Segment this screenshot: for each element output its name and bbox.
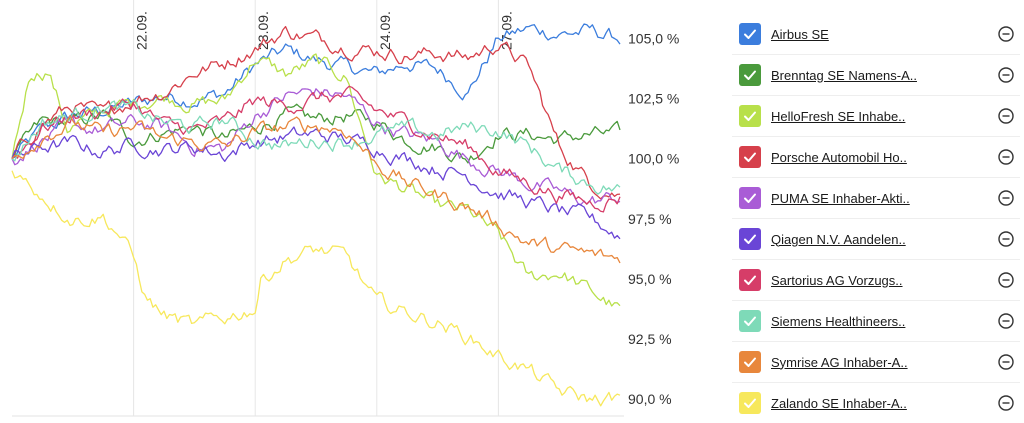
checkmark-icon: [744, 398, 756, 408]
y-tick-label: 105,0 %: [628, 30, 679, 46]
remove-circle-icon[interactable]: [998, 231, 1014, 247]
legend-label[interactable]: Symrise AG Inhaber-A..: [771, 354, 908, 370]
series-line-5: [11, 88, 621, 205]
remove-circle-icon[interactable]: [998, 26, 1014, 42]
y-tick-label: 102,5 %: [628, 91, 679, 107]
legend-checkbox[interactable]: [739, 351, 761, 373]
legend-checkbox[interactable]: [739, 310, 761, 332]
legend-label[interactable]: Brenntag SE Namens-A..: [771, 67, 917, 83]
date-label: 24.09.: [377, 11, 393, 50]
remove-circle-icon[interactable]: [998, 272, 1014, 288]
series-line-7: [11, 85, 621, 213]
legend-label[interactable]: Siemens Healthineers..: [771, 313, 906, 329]
legend-item: PUMA SE Inhaber-Akti..: [732, 178, 1020, 219]
series-line-8: [11, 99, 621, 195]
legend: Airbus SE Brenntag SE Namens-A.. HelloFres…: [732, 14, 1020, 423]
series-line-6: [11, 126, 621, 240]
legend-item: Siemens Healthineers..: [732, 301, 1020, 342]
y-tick-label: 95,0 %: [628, 271, 672, 287]
legend-label[interactable]: Qiagen N.V. Aandelen..: [771, 231, 906, 247]
series-line-10: [11, 170, 621, 407]
legend-label[interactable]: Airbus SE: [771, 26, 829, 42]
checkmark-icon: [744, 275, 756, 285]
checkmark-icon: [744, 357, 756, 367]
legend-item: Qiagen N.V. Aandelen..: [732, 219, 1020, 260]
legend-checkbox[interactable]: [739, 23, 761, 45]
legend-checkbox[interactable]: [739, 228, 761, 250]
legend-label[interactable]: HelloFresh SE Inhabe..: [771, 108, 906, 124]
legend-checkbox[interactable]: [739, 64, 761, 86]
legend-item: Brenntag SE Namens-A..: [732, 55, 1020, 96]
checkmark-icon: [744, 193, 756, 203]
series-line-3: [11, 53, 621, 307]
legend-item: Symrise AG Inhaber-A..: [732, 342, 1020, 383]
y-tick-label: 90,0 %: [628, 391, 672, 407]
legend-label[interactable]: Porsche Automobil Ho..: [771, 149, 907, 165]
legend-checkbox[interactable]: [739, 146, 761, 168]
legend-item: Porsche Automobil Ho..: [732, 137, 1020, 178]
legend-label[interactable]: PUMA SE Inhaber-Akti..: [771, 190, 910, 206]
date-label: 22.09.: [134, 11, 150, 50]
checkmark-icon: [744, 29, 756, 39]
remove-circle-icon[interactable]: [998, 190, 1014, 206]
legend-checkbox[interactable]: [739, 392, 761, 414]
date-label: 23.09.: [255, 11, 271, 50]
series-line-4: [11, 25, 621, 200]
checkmark-icon: [744, 111, 756, 121]
remove-circle-icon[interactable]: [998, 313, 1014, 329]
y-axis: 105,0 % 102,5 % 100,0 % 97,5 % 95,0 % 92,5 % 9…: [628, 30, 679, 407]
remove-circle-icon[interactable]: [998, 108, 1014, 124]
remove-circle-icon[interactable]: [998, 395, 1014, 411]
legend-item: HelloFresh SE Inhabe..: [732, 96, 1020, 137]
remove-circle-icon[interactable]: [998, 67, 1014, 83]
legend-item: Airbus SE: [732, 14, 1020, 55]
legend-checkbox[interactable]: [739, 105, 761, 127]
checkmark-icon: [744, 152, 756, 162]
legend-item: Sartorius AG Vorzugs..: [732, 260, 1020, 301]
checkmark-icon: [744, 234, 756, 244]
y-tick-label: 100,0 %: [628, 151, 679, 167]
legend-checkbox[interactable]: [739, 269, 761, 291]
remove-circle-icon[interactable]: [998, 149, 1014, 165]
y-tick-label: 92,5 %: [628, 331, 672, 347]
legend-item: Zalando SE Inhaber-A..: [732, 383, 1020, 423]
performance-line-chart: 22.09. 23.09. 24.09. 27.09. 105,0 %102,5 %1…: [11, 0, 679, 417]
y-tick-label: 97,5 %: [628, 211, 672, 227]
checkmark-icon: [744, 70, 756, 80]
legend-label[interactable]: Sartorius AG Vorzugs..: [771, 272, 903, 288]
series-line-1: [11, 23, 621, 160]
legend-label[interactable]: Zalando SE Inhaber-A..: [771, 395, 907, 411]
checkmark-icon: [744, 316, 756, 326]
series-lines: [11, 23, 621, 407]
legend-checkbox[interactable]: [739, 187, 761, 209]
remove-circle-icon[interactable]: [998, 354, 1014, 370]
series-line-9: [11, 114, 621, 264]
